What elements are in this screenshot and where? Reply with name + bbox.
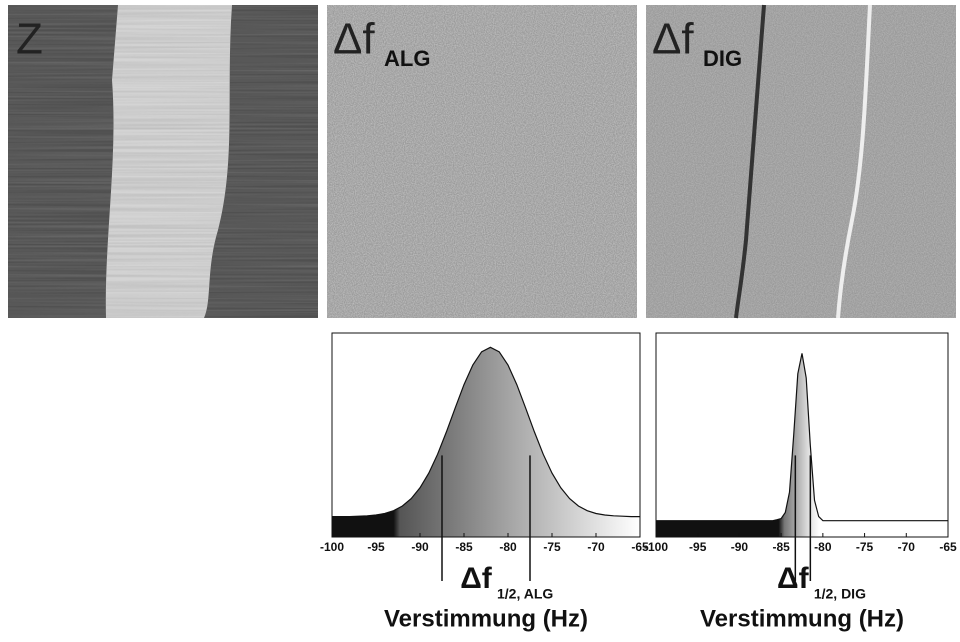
panel-subscript: ALG: [384, 46, 430, 71]
area-fill: [332, 347, 640, 537]
panel-subscript: DIG: [703, 46, 742, 71]
x-tick-label: -95: [367, 540, 385, 554]
x-tick-label: -85: [455, 540, 473, 554]
x-tick-label: -90: [411, 540, 429, 554]
x-axis-label: Verstimmung (Hz): [700, 605, 904, 632]
figure: Z Δf ALG Δf DIG -100 -95 -90 -85 -80 -75 -70 -6…: [0, 0, 960, 637]
annotation: Δf: [460, 562, 493, 595]
panel-label: Δf: [652, 15, 694, 64]
x-tick-label: -90: [731, 540, 749, 554]
panel-z: [8, 5, 318, 318]
x-tick-label: -95: [689, 540, 707, 554]
annotation-subscript: 1/2, ALG: [497, 586, 553, 602]
x-tick-label: -100: [320, 540, 344, 554]
x-tick-label: -100: [644, 540, 668, 554]
x-tick-label: -85: [772, 540, 790, 554]
x-tick-label: -70: [587, 540, 605, 554]
panel-label: Δf: [333, 15, 375, 64]
annotation-subscript: 1/2, DIG: [814, 586, 866, 602]
x-tick-label: -75: [856, 540, 874, 554]
x-tick-label: -70: [898, 540, 916, 554]
area-fill: [656, 353, 948, 537]
panel-label: Z: [16, 15, 43, 64]
x-tick-label: -80: [814, 540, 832, 554]
x-tick-label: -65: [939, 540, 957, 554]
x-tick-label: -80: [499, 540, 517, 554]
annotation: Δf: [777, 562, 810, 595]
x-tick-label: -75: [543, 540, 561, 554]
x-axis-label: Verstimmung (Hz): [384, 605, 588, 632]
